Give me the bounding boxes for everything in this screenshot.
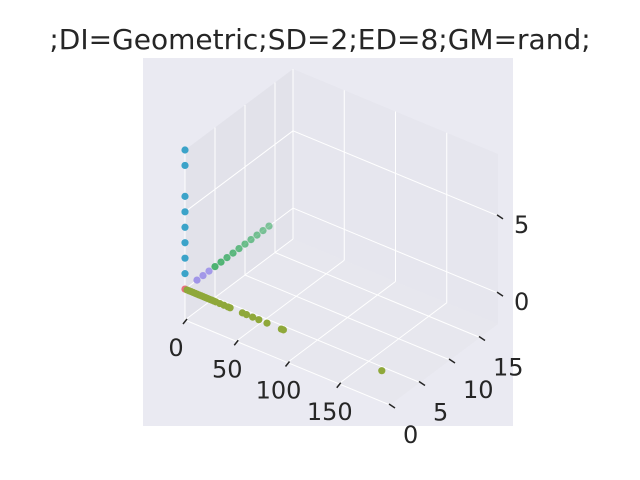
chart-title: ;DI=Geometric;SD=2;ED=8;GM=rand; [49,23,590,56]
y-tick-label: 15 [493,354,524,382]
data-point [226,304,234,312]
y-tick-label: 0 [403,421,418,449]
z-tick-label: 0 [514,288,529,316]
data-point [223,253,231,262]
pane-left [185,69,293,320]
data-point [241,240,249,248]
grid-line-y-floor [274,252,481,338]
data-point [255,316,263,324]
x-tick-mark [284,361,291,367]
x-tick-label: 150 [307,398,353,426]
data-point [249,313,257,321]
x-tick-label: 0 [168,334,183,362]
data-point [265,222,273,230]
grid-line-z-back [292,207,499,294]
data-point [181,161,189,170]
data-point [181,239,189,247]
data-point [199,271,207,280]
grid-lines [184,69,499,406]
z-tick-mark [496,214,504,220]
data-point [211,262,219,271]
grid-line-z-back [292,130,499,217]
y-tick-mark [478,335,486,342]
data-point [235,244,243,253]
grid-line-y-floor [184,319,391,406]
data-point [181,254,189,262]
data-point [181,208,189,216]
x-tick-mark [233,339,239,346]
data-points [181,146,386,375]
data-point [229,249,237,257]
data-point [253,231,261,239]
y-tick-mark [388,403,396,409]
data-point [279,326,287,334]
data-point [181,146,189,154]
x-tick-label: 100 [256,377,302,405]
data-point [263,319,271,327]
y-tick-mark [448,358,456,364]
z-tick-label: 5 [514,211,529,239]
y-tick-label: 5 [433,399,448,427]
x-tick-mark [336,382,342,389]
grid-line-y-floor [214,297,421,383]
z-tick-mark [496,291,504,297]
data-point [181,192,189,200]
data-point [259,226,267,235]
grid-line-y-floor [244,274,451,361]
data-point [193,276,201,284]
data-point [217,258,225,266]
data-point [181,223,189,231]
data-point [205,267,213,275]
x-tick-label: 50 [212,355,243,383]
data-point [247,235,255,244]
y-tick-label: 10 [463,376,494,404]
y-tick-mark [418,380,426,387]
grid-line-z-left [184,130,294,213]
data-point [181,270,189,278]
data-point [242,310,251,319]
data-point [378,367,386,375]
x-tick-mark [182,318,188,325]
tick-marks [182,214,504,409]
